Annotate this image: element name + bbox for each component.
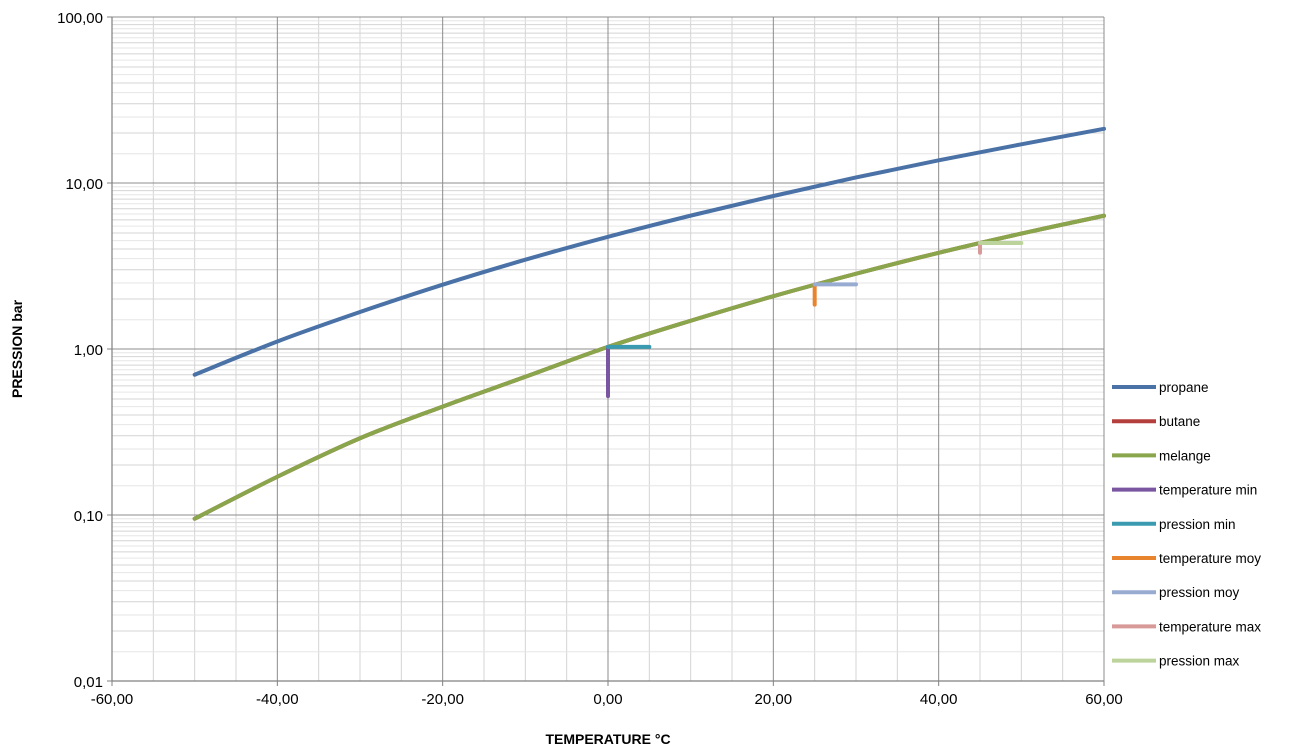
legend-label-temperature-min: temperature min bbox=[1159, 483, 1257, 498]
y-tick-label: 0,01 bbox=[74, 674, 103, 691]
x-tick-label: -20,00 bbox=[421, 691, 464, 708]
legend-label-temperature-max: temperature max bbox=[1159, 619, 1261, 634]
x-tick-labels: -60,00 -40,00 -20,00 0,00 20,00 40,00 60,00 bbox=[91, 691, 1123, 708]
legend-label-pression-moy: pression moy bbox=[1159, 585, 1240, 600]
legend-label-melange: melange bbox=[1159, 448, 1211, 463]
x-tick-label: 20,00 bbox=[755, 691, 793, 708]
y-axis-title: PRESSION bar bbox=[9, 299, 25, 398]
legend-label-propane: propane bbox=[1159, 380, 1209, 395]
series-lines bbox=[192, 126, 1106, 521]
y-tick-labels: 0,01 0,10 1,00 10,00 100,00 bbox=[57, 10, 103, 691]
y-tick-label: 100,00 bbox=[57, 10, 103, 27]
legend-label-butane: butane bbox=[1159, 414, 1200, 429]
x-tick-label: 60,00 bbox=[1085, 691, 1123, 708]
series-line-propane bbox=[192, 126, 1106, 377]
axes bbox=[107, 16, 1105, 686]
legend: propane butane melange temperature min press… bbox=[1112, 380, 1261, 669]
x-tick-label: -40,00 bbox=[256, 691, 299, 708]
legend-label-pression-min: pression min bbox=[1159, 517, 1236, 532]
y-tick-label: 0,10 bbox=[74, 508, 103, 525]
legend-label-temperature-moy: temperature moy bbox=[1159, 551, 1261, 566]
y-tick-label: 1,00 bbox=[74, 342, 103, 359]
x-axis-title: TEMPERATURE °C bbox=[545, 731, 670, 747]
x-tick-label: 0,00 bbox=[593, 691, 622, 708]
x-tick-label: 40,00 bbox=[920, 691, 958, 708]
legend-label-pression-max: pression max bbox=[1159, 654, 1240, 669]
series-line-melange bbox=[192, 213, 1106, 521]
x-tick-label: -60,00 bbox=[91, 691, 134, 708]
y-tick-label: 10,00 bbox=[65, 176, 103, 193]
